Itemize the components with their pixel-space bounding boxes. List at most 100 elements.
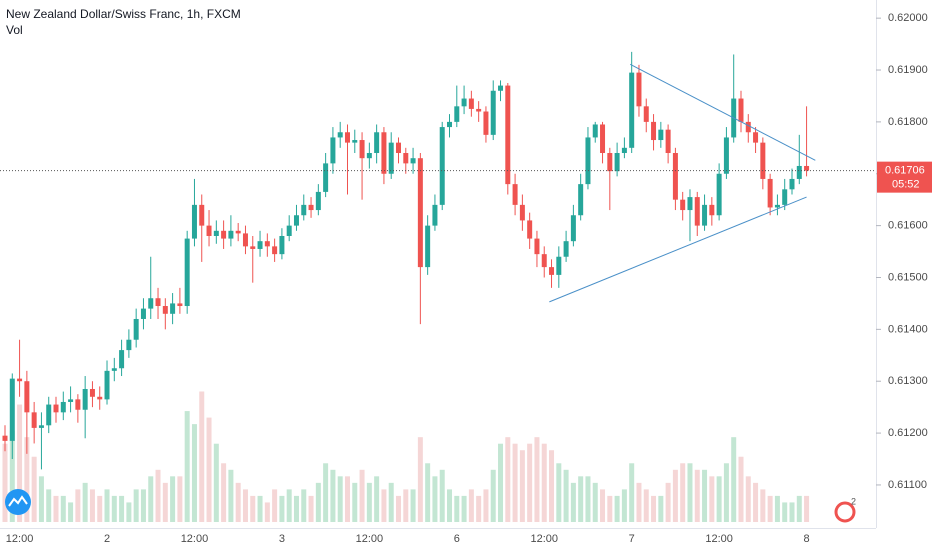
x-tick-label: 8 — [804, 533, 810, 545]
candle-body — [636, 72, 642, 107]
volume-bar — [89, 489, 95, 522]
candle-body — [549, 267, 555, 275]
candle-body — [162, 306, 168, 314]
candle-body — [337, 132, 343, 138]
candle-body — [468, 98, 474, 109]
y-tick-label: 0.61500 — [888, 271, 928, 283]
volume-bar — [782, 502, 788, 522]
volume-bar — [592, 482, 598, 522]
candle-body — [614, 153, 620, 172]
candle-body — [498, 85, 504, 91]
candle-body — [643, 106, 649, 122]
volume-bar — [395, 495, 401, 522]
candle-body — [344, 132, 350, 143]
y-tick-label: 0.61200 — [888, 427, 928, 439]
candle-body — [279, 235, 285, 255]
candle-body — [570, 215, 576, 242]
candle-body — [789, 178, 795, 190]
volume-layer — [2, 391, 810, 522]
logo[interactable] — [5, 489, 31, 515]
candle-body — [272, 246, 278, 255]
x-tick-label: 12:00 — [6, 533, 34, 545]
volume-bar — [9, 430, 15, 522]
trendline — [629, 63, 816, 161]
volume-bar — [308, 495, 314, 522]
logo-icon[interactable] — [8, 495, 28, 507]
volume-bar — [250, 495, 256, 522]
candle-body — [155, 298, 161, 307]
notification-count[interactable]: 2 — [851, 496, 856, 506]
volume-bar — [629, 463, 635, 522]
candle-body — [388, 142, 394, 174]
volume-bar — [38, 476, 44, 522]
candle-body — [709, 204, 715, 216]
volume-bar — [534, 437, 540, 522]
volume-bar — [46, 489, 52, 522]
volume-bar — [111, 495, 117, 522]
volume-bar — [432, 476, 438, 522]
notification-ring[interactable] — [834, 501, 856, 523]
x-tick-label: 12:00 — [181, 533, 209, 545]
volume-bar — [279, 495, 285, 522]
y-tick-label: 0.61600 — [888, 220, 928, 232]
trendline — [549, 196, 807, 303]
volume-bar — [199, 391, 205, 522]
volume-bar — [410, 489, 416, 522]
volume-bar — [162, 482, 168, 522]
x-tick-label: 12:00 — [705, 533, 733, 545]
countdown-label: 05:52 — [892, 179, 920, 191]
volume-bar — [315, 482, 321, 522]
volume-bar — [476, 495, 482, 522]
volume-bar — [60, 495, 66, 522]
volume-bar — [337, 476, 343, 522]
x-tick-label: 3 — [279, 533, 285, 545]
volume-bar — [600, 489, 606, 522]
volume-bar — [745, 476, 751, 522]
volume-bar — [665, 482, 671, 522]
candle-body — [177, 303, 183, 307]
volume-bar — [767, 495, 773, 522]
candle-body — [621, 147, 627, 154]
candle-body — [301, 204, 307, 216]
volume-bar — [753, 482, 759, 522]
volume-bar — [374, 476, 380, 522]
candle-body — [352, 140, 358, 143]
volume-bar — [490, 469, 496, 522]
volume-bar — [541, 443, 547, 522]
volume-bar — [330, 469, 336, 522]
candle-body — [556, 256, 562, 275]
notification-icon[interactable]: 2 — [834, 496, 856, 523]
candle-body — [716, 173, 722, 216]
volume-bar — [206, 417, 212, 522]
volume-bar — [403, 489, 409, 522]
candle-body — [534, 238, 540, 255]
volume-bar — [447, 489, 453, 522]
volume-bar — [454, 495, 460, 522]
volume-bar — [556, 463, 562, 522]
candle-body — [403, 153, 409, 164]
candle-body — [9, 378, 15, 441]
volume-bar — [672, 469, 678, 522]
candle-body — [68, 399, 74, 402]
candle-body — [585, 137, 591, 185]
candle-body — [687, 197, 693, 211]
volume-bar — [621, 489, 627, 522]
candle-body — [75, 399, 81, 410]
candle-body — [694, 197, 700, 226]
candle-body — [199, 204, 205, 226]
volume-bar — [184, 411, 190, 522]
candle-body — [228, 230, 234, 239]
volume-bar — [483, 489, 489, 522]
candle-body — [563, 241, 569, 257]
volume-bar — [31, 456, 37, 522]
candle-body — [476, 108, 482, 112]
volume-bar — [439, 469, 445, 522]
volume-bar — [388, 482, 394, 522]
volume-bar — [68, 502, 74, 522]
candle-body — [804, 165, 810, 171]
candle-body — [723, 137, 729, 174]
candle-body — [38, 425, 44, 428]
volume-bar — [119, 495, 125, 522]
volume-bar — [301, 489, 307, 522]
